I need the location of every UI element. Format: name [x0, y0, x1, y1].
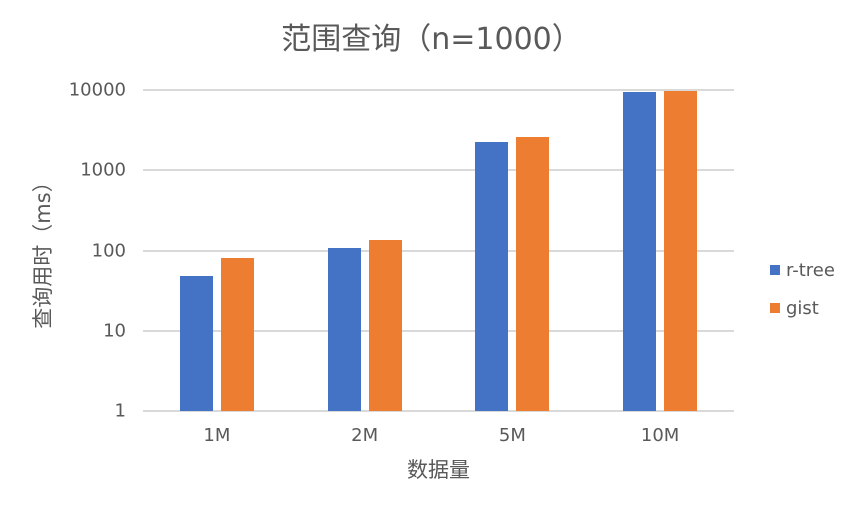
y-tick-label: 1000 — [80, 159, 126, 181]
legend-label: r-tree — [786, 259, 835, 281]
y-axis-label: 查询用时（ms） — [31, 171, 55, 329]
x-axis-label: 数据量 — [407, 458, 470, 482]
plot-area — [143, 89, 734, 412]
legend-item-gist: gist — [770, 296, 835, 320]
x-tick-label: 1M — [203, 425, 231, 446]
bar-r-tree-10M — [623, 92, 657, 411]
legend-item-r-tree: r-tree — [770, 258, 835, 282]
legend: r-tree gist — [770, 258, 835, 334]
x-tick-label: 2M — [351, 425, 379, 446]
x-tick-label: 10M — [640, 425, 680, 446]
bar-r-tree-1M — [179, 276, 213, 411]
bar-gist-10M — [664, 91, 698, 411]
gridline — [143, 410, 734, 412]
legend-label: gist — [786, 297, 819, 319]
x-tick-label: 5M — [498, 425, 526, 446]
y-tick-label: 10000 — [68, 79, 126, 101]
legend-swatch-icon — [770, 303, 780, 313]
gridline — [143, 249, 734, 252]
bar-gist-1M — [220, 258, 254, 411]
bar-r-tree-2M — [327, 248, 361, 411]
y-tick-label: 1 — [114, 400, 126, 422]
chart-title: 范围查询（n=1000） — [281, 22, 582, 57]
bar-gist-2M — [368, 240, 402, 411]
y-tick-label: 10 — [103, 320, 126, 342]
gridline — [143, 89, 734, 91]
gridline — [143, 329, 734, 332]
gridline — [143, 169, 734, 172]
y-tick-label: 100 — [91, 240, 126, 261]
legend-swatch-icon — [770, 265, 780, 275]
bar-r-tree-5M — [475, 142, 509, 411]
bar-gist-5M — [516, 137, 550, 411]
